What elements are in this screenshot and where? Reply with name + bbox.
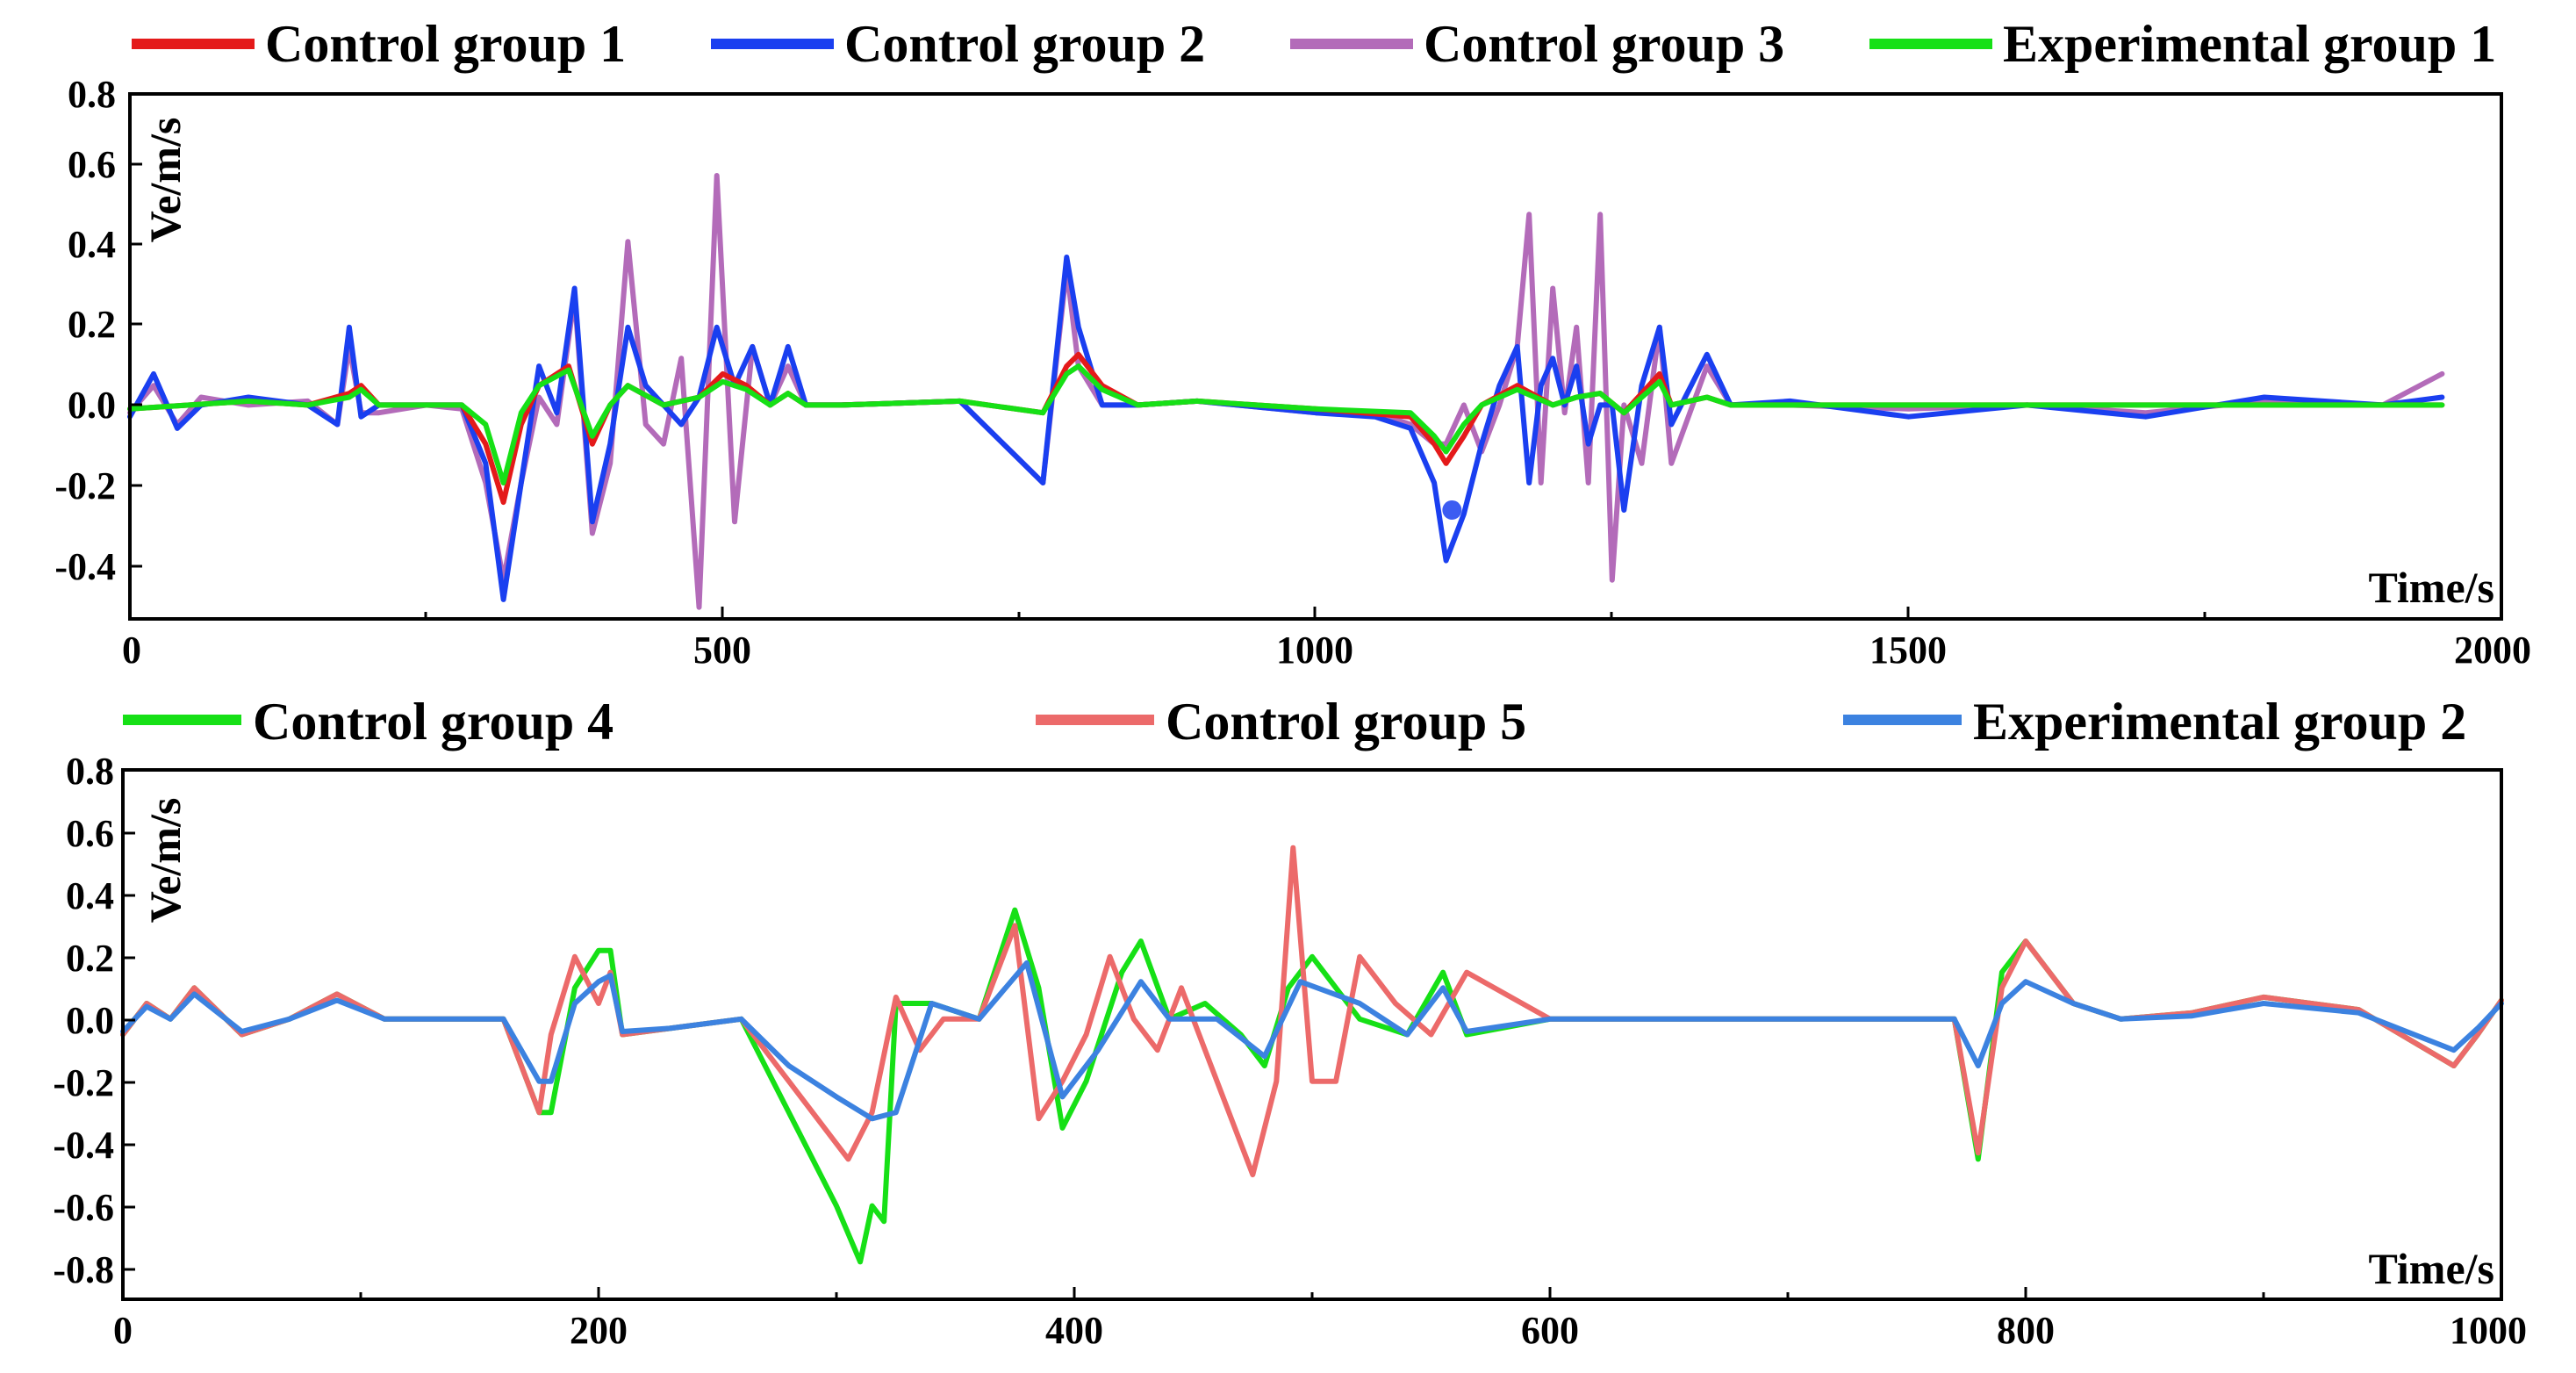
legend-label-experimental-group-1: Experimental group 1 bbox=[2003, 15, 2496, 73]
top-x-tick-label: 0 bbox=[122, 629, 141, 672]
bottom-series bbox=[120, 845, 2504, 1265]
bottom-x-tick-label: 0 bbox=[113, 1309, 133, 1352]
legend-label-control-group-1: Control group 1 bbox=[265, 15, 626, 73]
top-x-axis-title: Time/s bbox=[2368, 563, 2494, 612]
top-plot-frame bbox=[128, 92, 2503, 621]
top-x-tick-label: 2000 bbox=[2454, 629, 2531, 672]
bottom-y-tick-label: 0.0 bbox=[66, 999, 114, 1042]
top-y-tick-label: 0.4 bbox=[68, 223, 116, 266]
bottom-y-tick-label: -0.8 bbox=[53, 1248, 114, 1291]
top-y-tick-label: -0.4 bbox=[54, 545, 116, 588]
top-y-axis-title: Ve/m/s bbox=[140, 118, 190, 243]
top-x-axis: 0 500 1000 1500 2000 bbox=[122, 607, 2531, 672]
top-series bbox=[127, 173, 2445, 610]
top-y-tick-label: 0.6 bbox=[68, 143, 116, 186]
bottom-plot-frame bbox=[121, 768, 2503, 1301]
legend-label-control-group-2: Control group 2 bbox=[844, 15, 1205, 73]
bottom-x-tick-label: 1000 bbox=[2450, 1309, 2527, 1352]
legend-label-control-group-3: Control group 3 bbox=[1424, 15, 1784, 73]
top-legend: Control group 1 Control group 2 Control … bbox=[132, 15, 2496, 73]
top-y-tick-label: 0.8 bbox=[68, 73, 116, 116]
bottom-y-tick-label: 0.2 bbox=[66, 937, 114, 980]
bottom-x-tick-label: 200 bbox=[570, 1309, 628, 1352]
bottom-y-axis-title: Ve/m/s bbox=[140, 798, 190, 924]
bottom-y-tick-label: 0.6 bbox=[66, 812, 114, 855]
bottom-x-tick-label: 800 bbox=[1997, 1309, 2055, 1352]
top-y-tick-label: -0.2 bbox=[54, 464, 116, 507]
bottom-x-axis: 0 200 400 600 800 1000 bbox=[113, 1287, 2527, 1352]
top-y-axis: -0.4 -0.2 0.0 0.2 0.4 0.6 0.8 bbox=[54, 73, 142, 588]
bottom-y-tick-label: -0.4 bbox=[53, 1124, 114, 1167]
top-x-tick-label: 1000 bbox=[1276, 629, 1353, 672]
bottom-series-experimental-group-2 bbox=[120, 960, 2504, 1122]
top-series-experimental-group-1 bbox=[127, 363, 2445, 485]
top-y-tick-label: 0.2 bbox=[68, 303, 116, 346]
bottom-y-tick-label: 0.8 bbox=[66, 750, 114, 793]
bottom-series-control-group-4 bbox=[120, 907, 2504, 1265]
bottom-x-axis-title: Time/s bbox=[2368, 1244, 2494, 1293]
top-x-tick-label: 1500 bbox=[1869, 629, 1947, 672]
legend-label-control-group-5: Control group 5 bbox=[1166, 693, 1526, 751]
bottom-y-tick-label: 0.4 bbox=[66, 874, 114, 917]
bottom-y-axis: -0.8 -0.6 -0.4 -0.2 0.0 0.2 0.4 0.6 0.8 bbox=[53, 750, 135, 1291]
top-point-marker bbox=[1442, 500, 1462, 520]
legend-label-experimental-group-2: Experimental group 2 bbox=[1973, 693, 2466, 751]
top-chart: Control group 1 Control group 2 Control … bbox=[54, 15, 2531, 672]
bottom-chart: Control group 4 Control group 5 Experime… bbox=[53, 693, 2527, 1352]
top-series-control-group-1 bbox=[127, 351, 2445, 506]
bottom-y-tick-label: -0.6 bbox=[53, 1186, 114, 1229]
bottom-x-tick-label: 400 bbox=[1045, 1309, 1103, 1352]
top-x-tick-label: 500 bbox=[693, 629, 751, 672]
top-y-tick-label: 0.0 bbox=[68, 384, 116, 427]
bottom-x-tick-label: 600 bbox=[1521, 1309, 1579, 1352]
bottom-y-tick-label: -0.2 bbox=[53, 1061, 114, 1104]
bottom-series-control-group-5 bbox=[120, 845, 2504, 1178]
top-series-control-group-3 bbox=[127, 173, 2445, 610]
top-series-control-group-2 bbox=[127, 255, 2445, 602]
bottom-legend: Control group 4 Control group 5 Experime… bbox=[123, 693, 2466, 751]
legend-label-control-group-4: Control group 4 bbox=[253, 693, 614, 751]
